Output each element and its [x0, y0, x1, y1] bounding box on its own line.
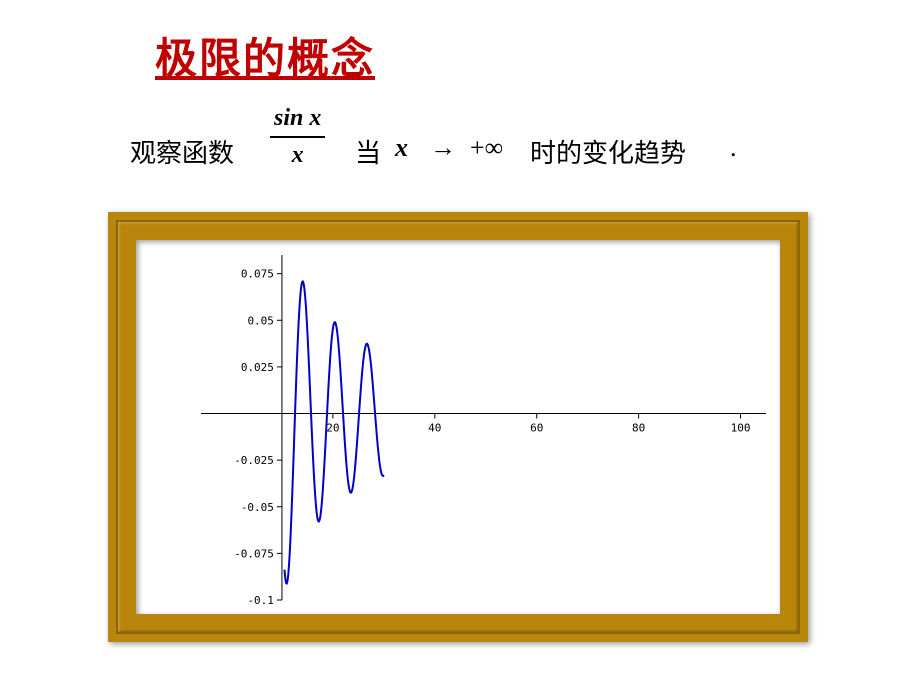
denominator: x	[270, 140, 325, 169]
svg-text:80: 80	[632, 422, 645, 435]
variable-x: x	[395, 133, 408, 163]
sinc-chart: 20 40 60 80 100 -0.1 -0.075 -0.05 -0.025 0.025 0.0…	[136, 240, 780, 614]
period: .	[730, 133, 737, 163]
text-observe: 观察函数	[130, 133, 234, 170]
text-trend: 时的变化趋势	[530, 133, 686, 170]
svg-text:0.075: 0.075	[241, 268, 274, 281]
svg-text:20: 20	[326, 422, 339, 435]
text-when: 当	[355, 133, 381, 170]
svg-text:-0.025: -0.025	[234, 454, 274, 467]
fraction: sin x x	[270, 105, 325, 169]
chart-frame-inner: 20 40 60 80 100 -0.1 -0.075 -0.05 -0.025 0.025 0.0…	[136, 240, 780, 614]
svg-text:-0.05: -0.05	[241, 501, 274, 514]
formula-line: 观察函数 sin x x 当 x → +∞ 时的变化趋势 .	[130, 105, 830, 185]
svg-text:60: 60	[530, 422, 543, 435]
numerator: sin x	[270, 105, 325, 134]
fraction-line	[270, 136, 325, 138]
chart-frame-outer: 20 40 60 80 100 -0.1 -0.075 -0.05 -0.025 0.025 0.0…	[108, 212, 808, 642]
svg-text:0.05: 0.05	[247, 314, 274, 327]
svg-text:-0.1: -0.1	[247, 594, 274, 607]
svg-text:0.025: 0.025	[241, 361, 274, 374]
arrow-symbol: →	[430, 133, 456, 163]
svg-text:40: 40	[428, 422, 441, 435]
svg-text:100: 100	[731, 422, 751, 435]
svg-text:-0.075: -0.075	[234, 547, 274, 560]
infinity-symbol: +∞	[470, 133, 503, 163]
page-title: 极限的概念	[155, 25, 375, 86]
